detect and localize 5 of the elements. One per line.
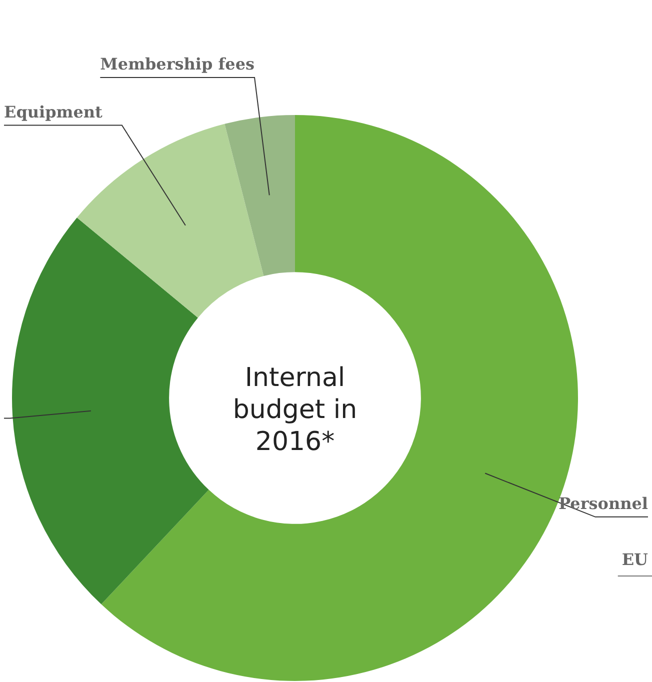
slice-label: Personnel bbox=[558, 494, 648, 513]
text: EU bbox=[622, 550, 648, 569]
slice-label: Equipment bbox=[4, 102, 104, 122]
slice-label: Membership fees bbox=[100, 54, 255, 74]
text: Internal budget in 2016* bbox=[232, 362, 358, 458]
